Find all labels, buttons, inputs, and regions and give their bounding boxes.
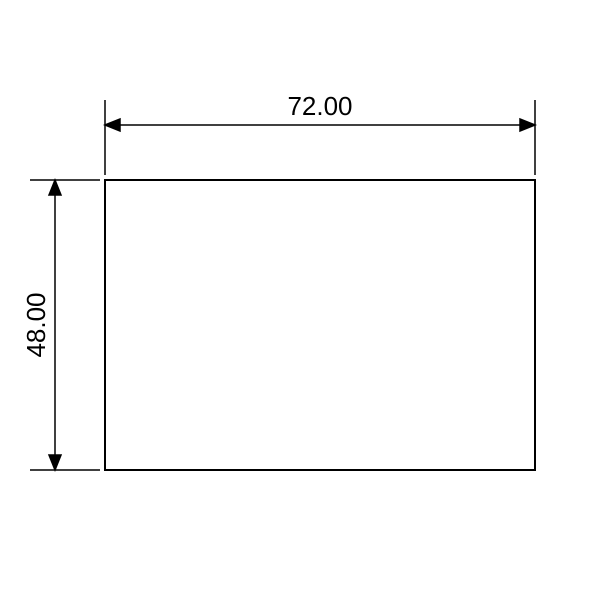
arrow-left <box>105 119 120 131</box>
arrow-right <box>520 119 535 131</box>
part-outline <box>105 180 535 470</box>
arrow-up <box>49 180 61 195</box>
height-value: 48.00 <box>21 292 51 357</box>
dimension-drawing: 72.00 48.00 <box>0 0 600 600</box>
arrow-down <box>49 455 61 470</box>
width-value: 72.00 <box>287 91 352 121</box>
